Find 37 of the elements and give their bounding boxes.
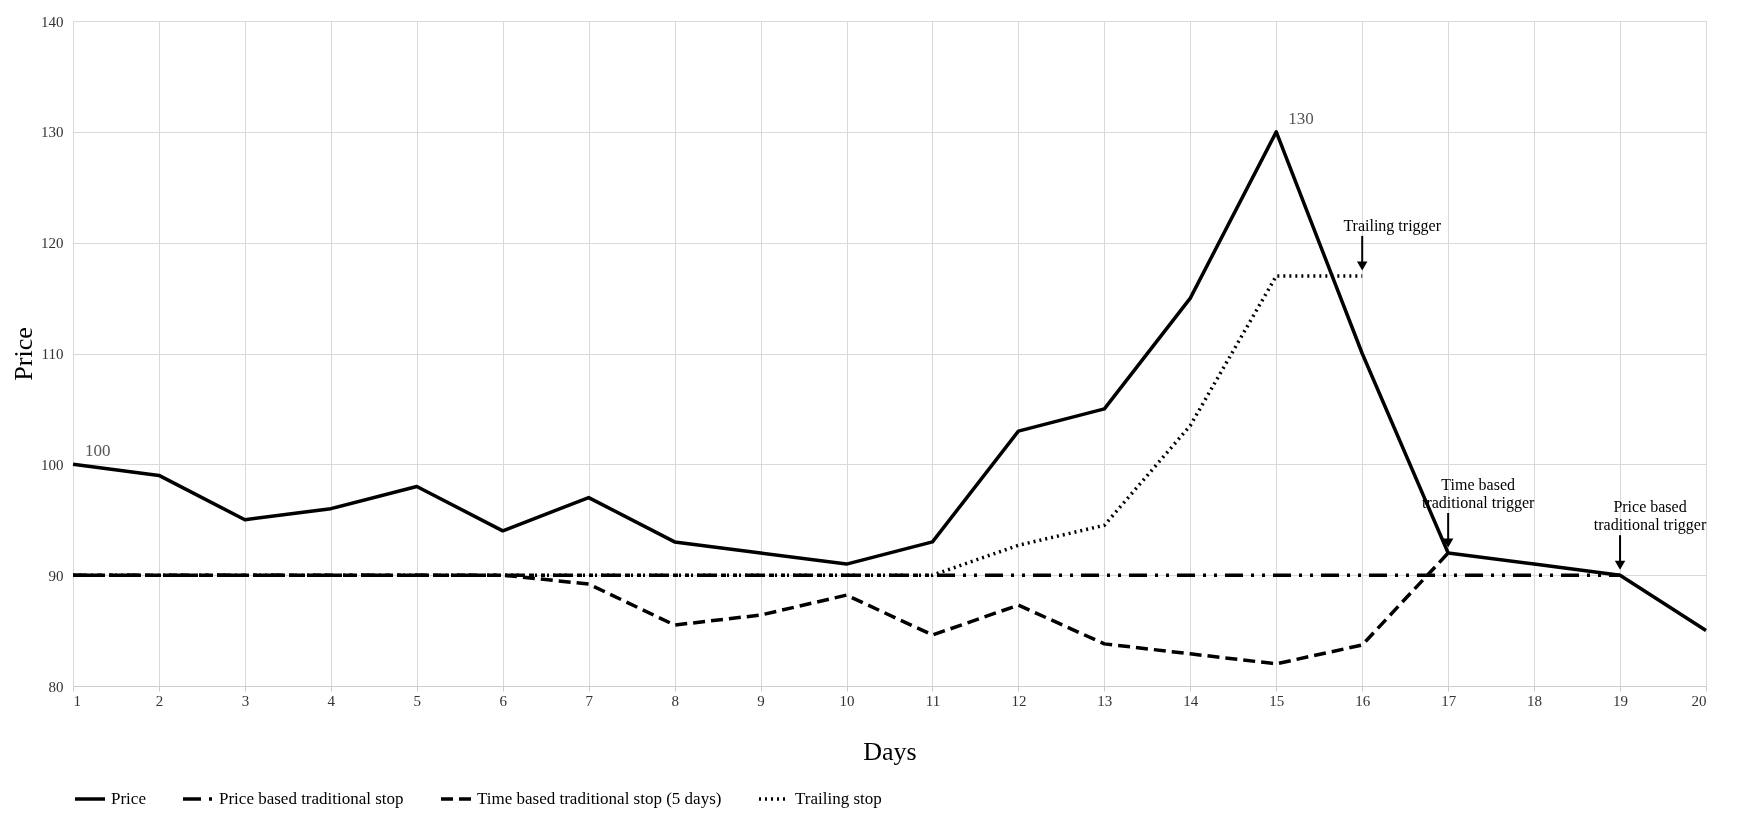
annotation: Trailing trigger <box>1343 216 1442 235</box>
x-tick-label: 16 <box>1355 692 1371 709</box>
legend-label: Time based traditional stop (5 days) <box>477 789 722 808</box>
x-tick-label: 4 <box>327 692 336 709</box>
y-tick-label: 140 <box>41 13 64 30</box>
legend-label: Price based traditional stop <box>219 789 404 808</box>
x-axis-title: Days <box>863 736 917 766</box>
x-tick-label: 11 <box>925 692 941 709</box>
x-tick-label: 1 <box>73 692 81 709</box>
x-tick-label: 8 <box>671 692 679 709</box>
x-tick-label: 19 <box>1613 692 1629 709</box>
y-axis-title: Price <box>9 327 38 381</box>
data-label: 100 <box>85 441 111 461</box>
x-tick-label: 20 <box>1691 692 1707 709</box>
y-tick-label: 130 <box>41 124 64 141</box>
x-tick-label: 3 <box>241 692 250 709</box>
x-tick-label: 18 <box>1527 692 1543 709</box>
data-label: 130 <box>1288 108 1314 128</box>
x-tick-label: 6 <box>499 692 508 709</box>
x-tick-label: 10 <box>839 692 855 709</box>
x-tick-label: 12 <box>1011 692 1027 709</box>
y-tick-label: 90 <box>48 567 64 584</box>
y-tick-label: 120 <box>41 235 64 252</box>
x-tick-label: 13 <box>1097 692 1113 709</box>
legend-label: Price <box>111 789 146 808</box>
x-tick-label: 17 <box>1441 692 1457 709</box>
x-tick-label: 2 <box>155 692 164 709</box>
x-tick-label: 5 <box>413 692 422 709</box>
annotation: Price based traditional trigger <box>1593 498 1707 535</box>
x-tick-label: 15 <box>1269 692 1285 709</box>
x-tick-label: 7 <box>585 692 594 709</box>
legend-label: Trailing stop <box>795 789 882 808</box>
y-tick-label: 110 <box>41 346 64 362</box>
x-tick-label: 9 <box>757 692 765 709</box>
y-tick-label: 80 <box>48 678 64 695</box>
x-tick-label: 14 <box>1183 692 1199 709</box>
y-tick-label: 100 <box>41 456 64 473</box>
